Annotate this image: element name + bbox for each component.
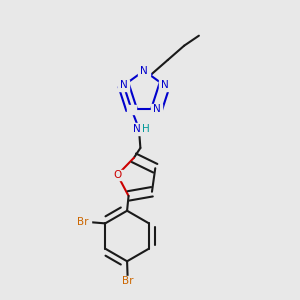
Bar xyxy=(127,105,136,114)
Bar xyxy=(75,216,91,227)
Bar xyxy=(112,169,123,180)
Bar xyxy=(159,80,170,91)
Text: N: N xyxy=(160,80,168,90)
Text: Br: Br xyxy=(122,277,134,286)
Text: N: N xyxy=(140,66,148,76)
Text: N: N xyxy=(133,124,140,134)
Text: H: H xyxy=(142,124,149,134)
Bar xyxy=(119,276,136,287)
Text: N: N xyxy=(153,104,160,114)
Bar xyxy=(151,104,162,115)
Text: N: N xyxy=(120,80,128,90)
Bar xyxy=(118,80,129,91)
Bar xyxy=(131,123,147,135)
Text: O: O xyxy=(113,170,122,180)
Bar xyxy=(138,65,150,76)
Text: Br: Br xyxy=(77,217,89,227)
